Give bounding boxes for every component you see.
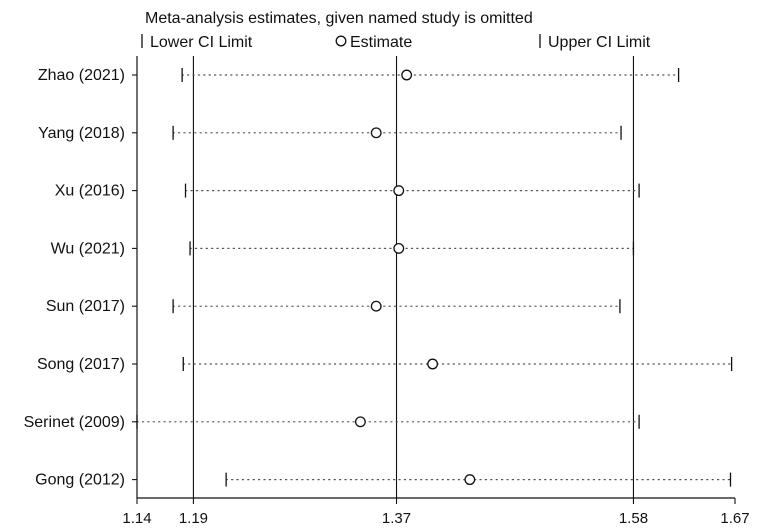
estimate-marker-2	[393, 185, 405, 197]
x-tick-label-1: 1.19	[179, 510, 208, 527]
study-label-1: Yang (2018)	[38, 125, 125, 142]
study-label-3: Wu (2021)	[51, 240, 125, 257]
legend-estimate-label: Estimate	[350, 34, 412, 51]
legend-upper-label: Upper CI Limit	[548, 34, 651, 51]
chart-title: Meta-analysis estimates, given named stu…	[145, 10, 533, 27]
x-tick-label-4: 1.67	[720, 510, 749, 527]
study-label-7: Gong (2012)	[35, 472, 125, 489]
study-label-5: Song (2017)	[37, 356, 125, 373]
estimate-marker-7	[464, 474, 476, 486]
legend-estimate-marker	[335, 35, 347, 47]
estimate-marker-3	[393, 242, 405, 254]
study-label-4: Sun (2017)	[46, 298, 125, 315]
estimate-marker-6	[354, 416, 366, 428]
legend-lower-label: Lower CI Limit	[150, 34, 253, 51]
estimate-marker-4	[370, 300, 382, 312]
estimate-marker-1	[370, 127, 382, 139]
estimate-marker-5	[427, 358, 439, 370]
estimate-marker-0	[401, 69, 413, 81]
study-label-2: Xu (2016)	[55, 183, 125, 200]
study-label-6: Serinet (2009)	[24, 414, 125, 431]
x-tick-label-2: 1.37	[382, 510, 411, 527]
study-label-0: Zhao (2021)	[38, 67, 125, 84]
x-tick-label-3: 1.58	[619, 510, 648, 527]
x-tick-label-0: 1.14	[122, 510, 151, 527]
